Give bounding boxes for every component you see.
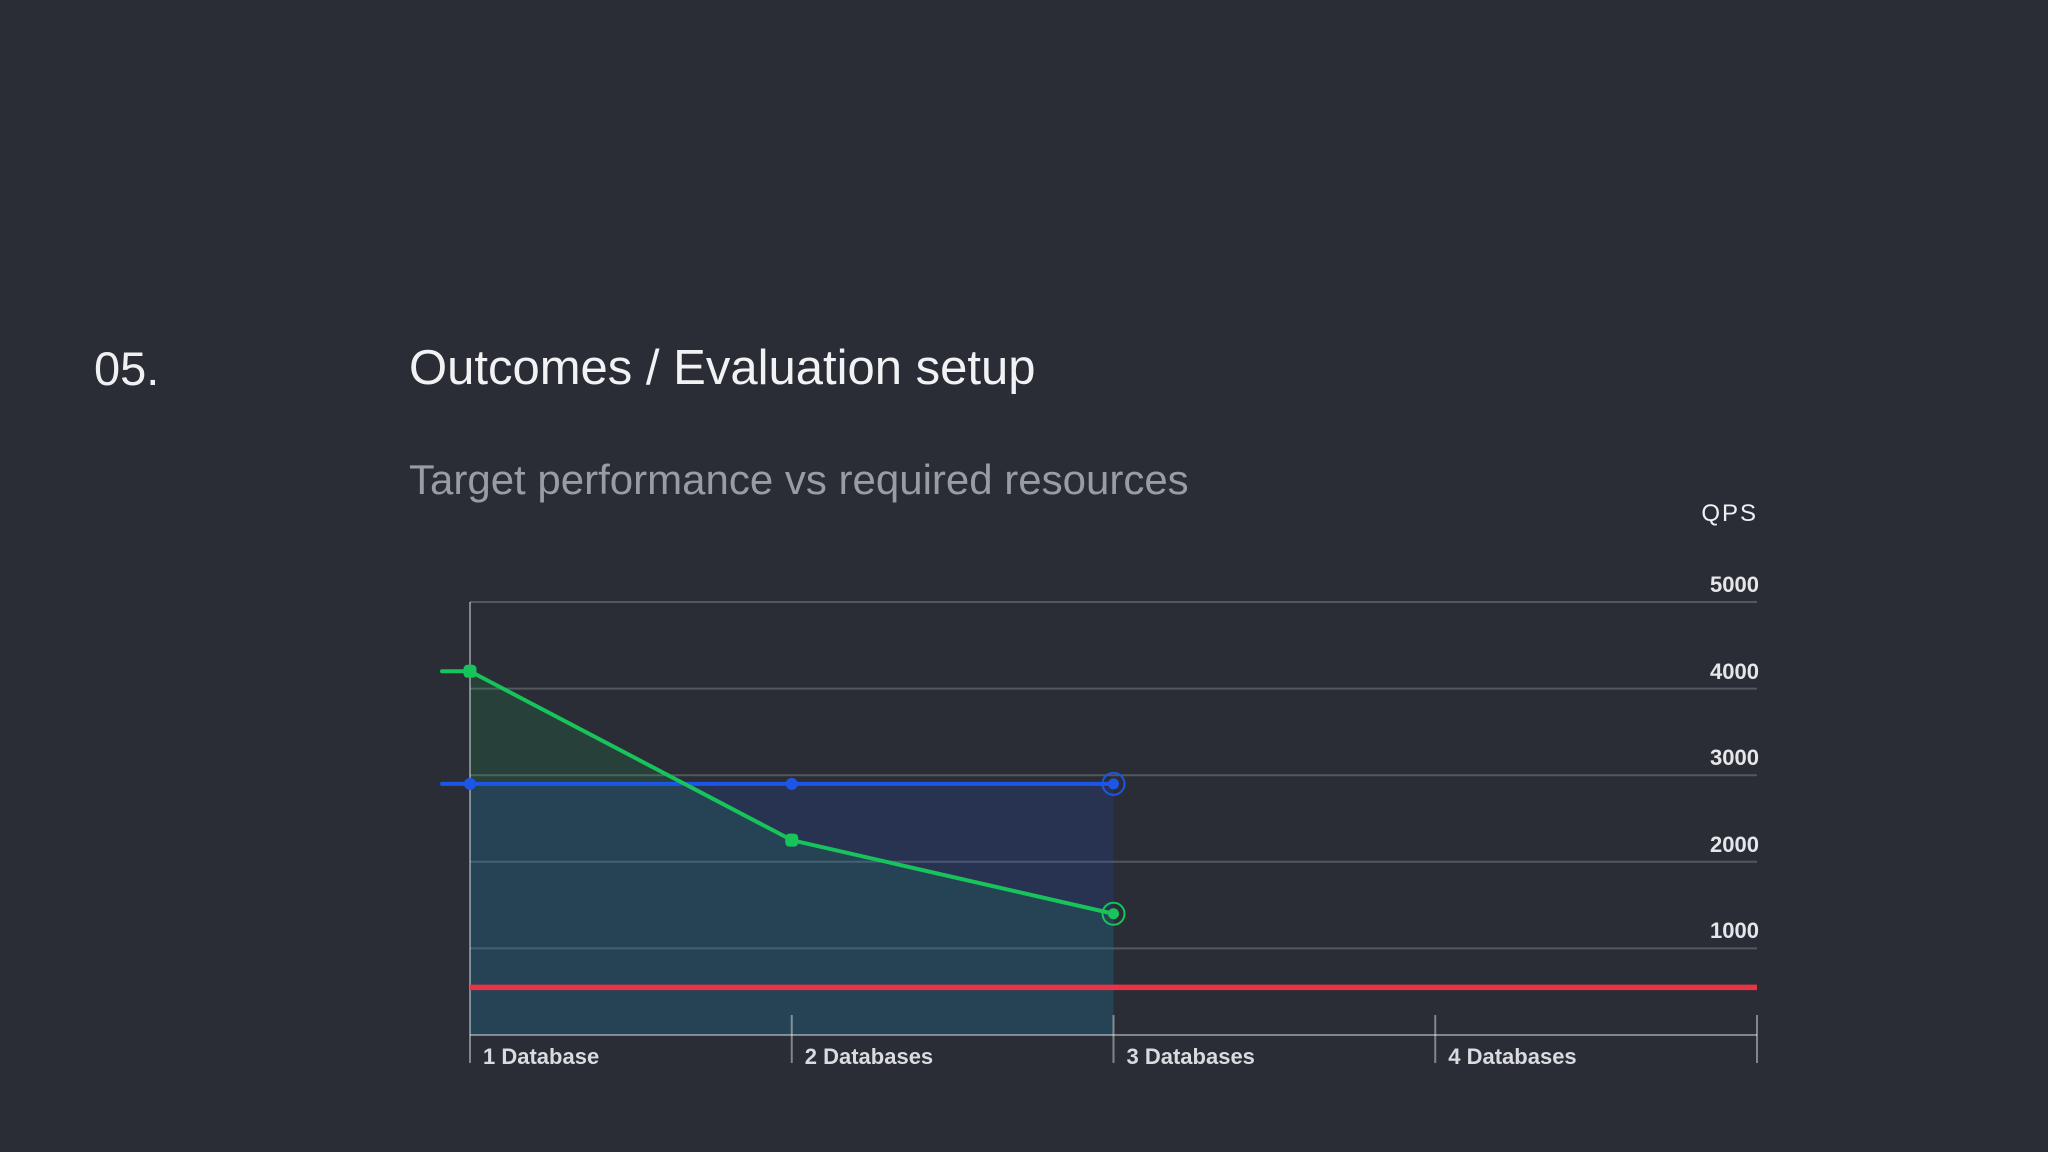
green-series-point bbox=[1108, 908, 1119, 920]
blue-series-point bbox=[785, 777, 798, 790]
x-tick-label: 1 Database bbox=[483, 1044, 600, 1069]
green-series-end-ring bbox=[1101, 901, 1126, 926]
y-tick-label: 3000 bbox=[1710, 745, 1759, 771]
blue-series-point bbox=[1108, 778, 1119, 790]
y-tick-label: 1000 bbox=[1710, 918, 1759, 944]
green-series bbox=[440, 669, 1116, 916]
x-tick-label: 4 Databases bbox=[1448, 1044, 1577, 1069]
y-tick-label: 5000 bbox=[1710, 572, 1759, 597]
y-tick-label: 2000 bbox=[1710, 831, 1759, 857]
green-series-point bbox=[785, 833, 799, 847]
x-tick-label: 2 Databases bbox=[804, 1044, 934, 1069]
slide-number: 05. bbox=[94, 342, 160, 395]
green-series-area bbox=[470, 671, 1114, 1035]
blue-series-point bbox=[464, 777, 476, 790]
x-tick-label: 3 Databases bbox=[1126, 1044, 1255, 1069]
green-series-point bbox=[463, 664, 477, 678]
y-tick-label: 4000 bbox=[1710, 658, 1759, 684]
slide-title: Outcomes / Evaluation setup bbox=[409, 341, 1036, 395]
blue-series-area bbox=[470, 783, 1114, 1035]
blue-series-end-ring bbox=[1101, 771, 1126, 796]
y-axis-title: QPS bbox=[1701, 500, 1758, 527]
slide-subtitle: Target performance vs required resources bbox=[409, 456, 1189, 503]
